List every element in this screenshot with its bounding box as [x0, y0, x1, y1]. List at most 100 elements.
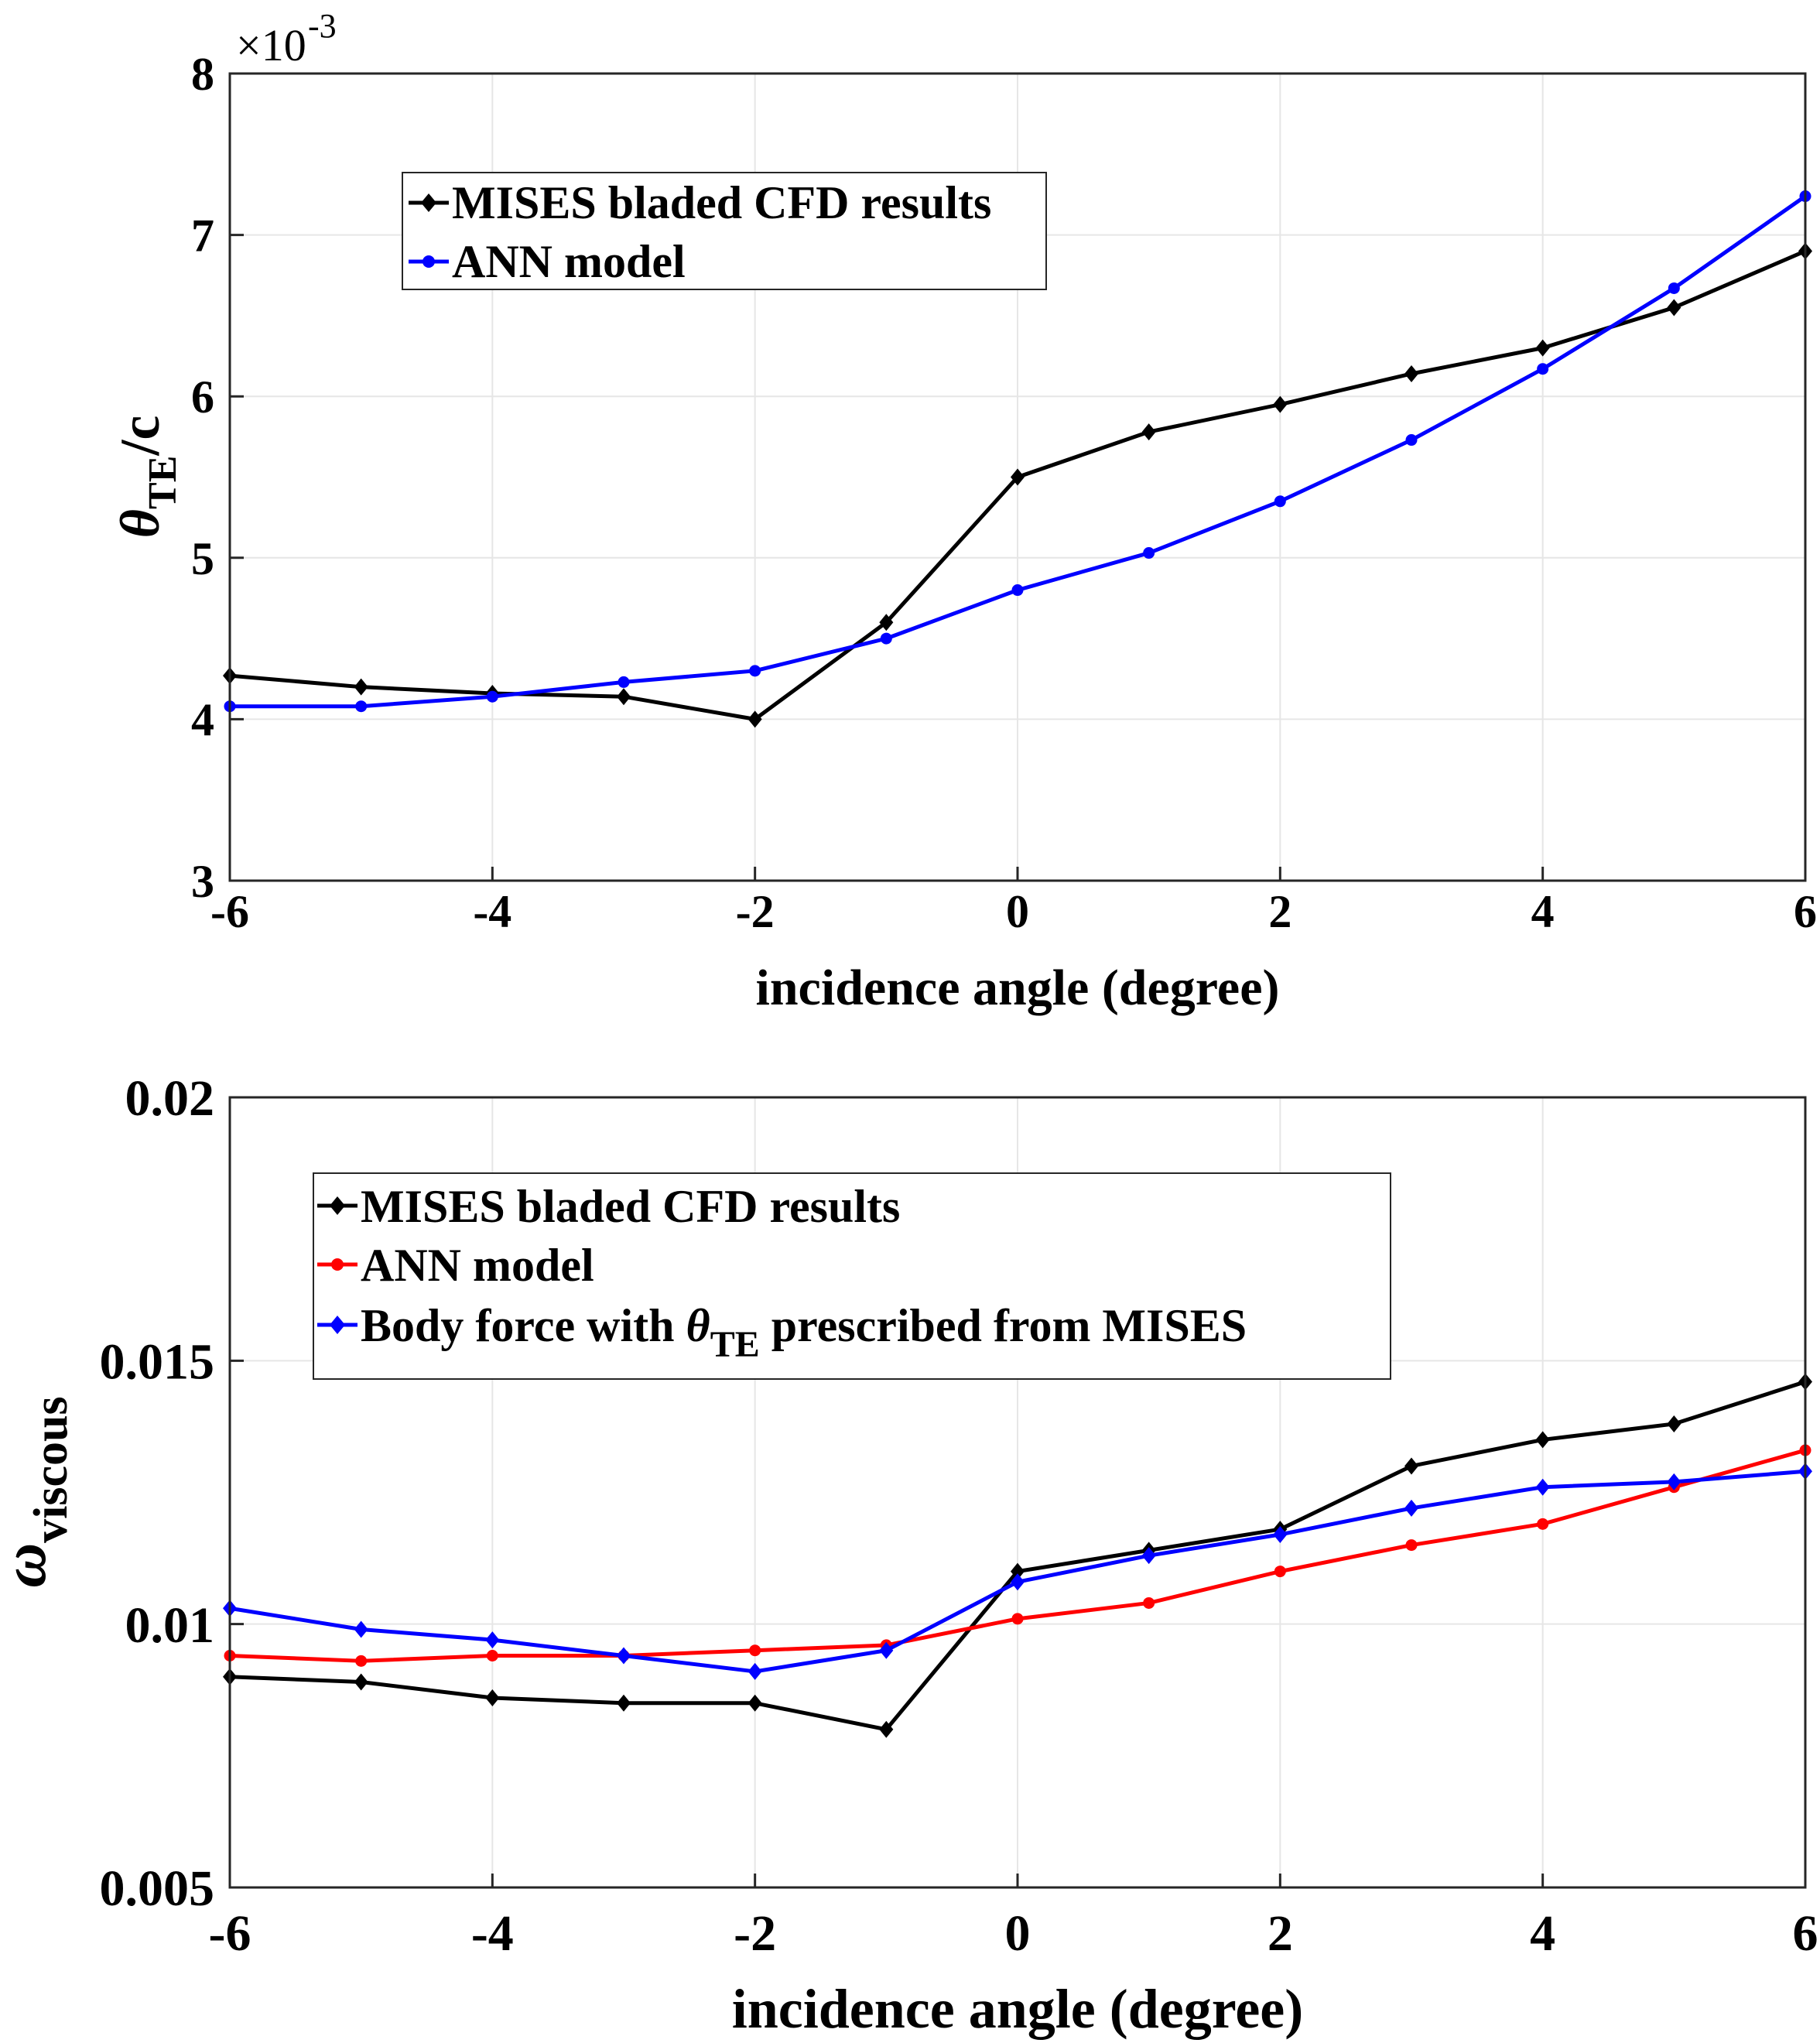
legend-item-ann: ANN model [317, 1240, 594, 1291]
data-point [485, 1689, 500, 1706]
legend-item-mises: MISES bladed CFD results [409, 177, 991, 228]
x-tick-label: 6 [1793, 1905, 1818, 1962]
data-point [485, 1631, 500, 1649]
data-point [354, 1673, 368, 1691]
data-point [1011, 1562, 1025, 1580]
legend-label-ann: ANN model [361, 1240, 594, 1291]
data-point [486, 690, 498, 703]
data-point [1405, 434, 1418, 447]
data-point [617, 1694, 631, 1712]
data-point [1667, 1415, 1681, 1433]
chart-omega-viscous: 0.005 0.01 0.015 0.02 -6 -4 -2 0 2 4 6 ωviscous i… [0, 1070, 1818, 2040]
legend-text-part: Body force with [361, 1300, 686, 1351]
data-point [1143, 1596, 1155, 1609]
x-tick-labels: -6 -4 -2 0 2 4 6 [210, 886, 1817, 937]
data-point [1141, 1547, 1156, 1565]
legend-label-ann: ANN model [452, 236, 686, 287]
y-axis-multiplier: ×10 [236, 20, 306, 70]
data-point [1667, 299, 1681, 317]
y-axis-label: θTE/c [109, 416, 185, 539]
data-point [1274, 495, 1286, 508]
x-tick-labels: -6 -4 -2 0 2 4 6 [209, 1905, 1818, 1962]
x-tick-label: 6 [1794, 886, 1817, 937]
y-tick-label: 0.02 [125, 1070, 215, 1127]
x-tick-label: -4 [471, 1905, 514, 1962]
x-tick-label: -6 [210, 886, 249, 937]
axes-box [228, 1096, 1807, 1889]
x-tick-label: -2 [734, 1905, 776, 1962]
y-tick-label: 5 [191, 533, 214, 584]
series-layer [223, 190, 1812, 728]
data-point [748, 710, 762, 728]
x-tick-label: 0 [1005, 1905, 1031, 1962]
data-point [748, 1694, 762, 1712]
y-tick-label: 7 [191, 210, 214, 262]
data-point [1404, 364, 1418, 382]
data-point [1537, 363, 1549, 375]
data-point [1273, 395, 1288, 413]
data-point [617, 688, 631, 706]
data-point [1535, 339, 1550, 357]
y-label-symbol: θ [109, 509, 171, 538]
data-point [1405, 1539, 1418, 1552]
legend-label-body-force: Body force with θTE prescribed from MISE… [361, 1300, 1247, 1365]
y-label-subscript: TE [141, 456, 185, 509]
y-tick-label: 0.005 [100, 1860, 215, 1917]
x-tick-label: -4 [473, 886, 511, 937]
legend-marker-ann [422, 255, 435, 268]
legend: MISES bladed CFD results ANN model [402, 172, 1047, 290]
data-point [1011, 1573, 1025, 1591]
data-point [354, 678, 368, 696]
x-tick-label: 2 [1268, 1905, 1293, 1962]
legend-theta-symbol: θ [686, 1300, 710, 1351]
legend-text-part: prescribed from MISES [760, 1300, 1247, 1351]
legend: MISES bladed CFD results ANN model Body … [313, 1172, 1391, 1380]
data-point [1273, 1525, 1288, 1543]
x-tick-label: -2 [736, 886, 775, 937]
y-tick-label: 8 [191, 49, 214, 100]
x-tick-label: 4 [1531, 886, 1555, 937]
data-point [618, 676, 630, 688]
y-label-symbol: ω [0, 1543, 59, 1588]
x-tick-label: 4 [1530, 1905, 1555, 1962]
y-tick-label: 6 [191, 371, 214, 423]
legend-label-mises: MISES bladed CFD results [452, 177, 991, 228]
data-point [879, 614, 894, 631]
legend-te-subscript: TE [710, 1324, 760, 1365]
data-point [1404, 1457, 1418, 1475]
x-tick-label: -6 [209, 1905, 251, 1962]
data-point [1011, 1613, 1024, 1625]
legend-marker-ann [331, 1258, 344, 1271]
data-point [1011, 584, 1024, 597]
y-tick-label: 3 [191, 856, 214, 907]
legend-item-mises: MISES bladed CFD results [317, 1181, 900, 1232]
y-tick-label: 0.015 [100, 1333, 215, 1390]
data-point [879, 1641, 894, 1659]
y-label-suffix: /c [109, 416, 171, 457]
data-point [1667, 1473, 1681, 1490]
chart-theta-te: 3 4 5 6 7 8 -6 -4 -2 0 2 4 6 ×10 -3 θTE/c incidence… [109, 7, 1817, 1016]
data-point [354, 1620, 368, 1638]
data-point [1668, 282, 1680, 294]
data-point [880, 632, 892, 645]
legend-label-mises: MISES bladed CFD results [361, 1181, 900, 1232]
data-point [1011, 468, 1025, 486]
data-point [1274, 1566, 1286, 1578]
data-point [749, 665, 761, 677]
series-layer [223, 1373, 1812, 1738]
data-point [879, 1720, 894, 1738]
legend-box [313, 1172, 1391, 1380]
data-point [749, 1644, 761, 1657]
data-point [617, 1647, 631, 1665]
y-tick-labels: 0.005 0.01 0.015 0.02 [100, 1070, 215, 1917]
y-tick-label: 0.01 [125, 1597, 215, 1654]
data-point [1141, 423, 1156, 441]
legend-item-body-force: Body force with θTE prescribed from MISE… [317, 1300, 1247, 1365]
axes-box [228, 72, 1807, 882]
legend-marker-mises [421, 193, 436, 212]
legend-marker-mises [330, 1196, 345, 1215]
data-point [1143, 547, 1155, 560]
data-point [1535, 1478, 1550, 1496]
x-axis-label: incidence angle (degree) [756, 960, 1280, 1016]
